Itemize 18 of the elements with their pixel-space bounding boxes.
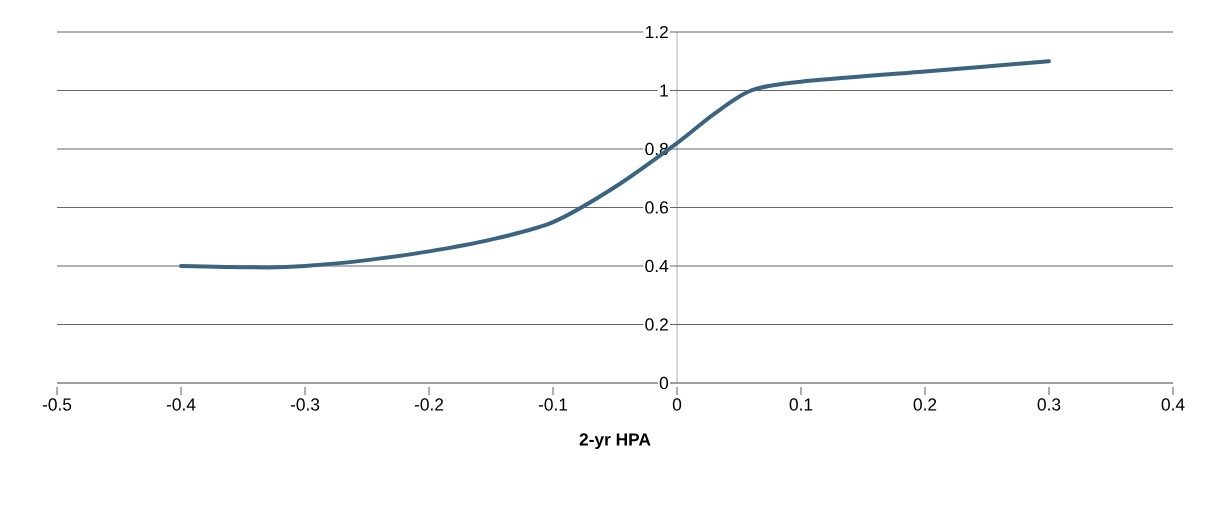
y-tick-label: 0.4	[645, 259, 669, 273]
y-tick-label: 1	[660, 84, 668, 97]
x-tick-label: -0.4	[166, 398, 196, 411]
y-tick-label: 0.6	[645, 201, 668, 214]
y-tick-label: 1.2	[645, 25, 668, 39]
y-tick-label: 0.2	[645, 318, 668, 331]
x-tick-label: -0.3	[290, 398, 320, 411]
line-series	[179, 59, 1051, 270]
x-tick-label: -0.5	[42, 398, 72, 411]
x-tick-label: 0.2	[913, 398, 937, 411]
x-tick-label: 0.3	[1037, 398, 1061, 411]
x-tick-label: 0.4	[1161, 398, 1185, 411]
y-tick-label: 0	[659, 376, 669, 390]
x-tick-label: 0.1	[789, 398, 813, 411]
x-tick-label: 0	[672, 398, 682, 411]
x-tick-label: -0.1	[538, 398, 568, 411]
x-tick-label: -0.2	[414, 398, 444, 411]
x-axis-title: 2-yr HPA	[579, 433, 651, 450]
